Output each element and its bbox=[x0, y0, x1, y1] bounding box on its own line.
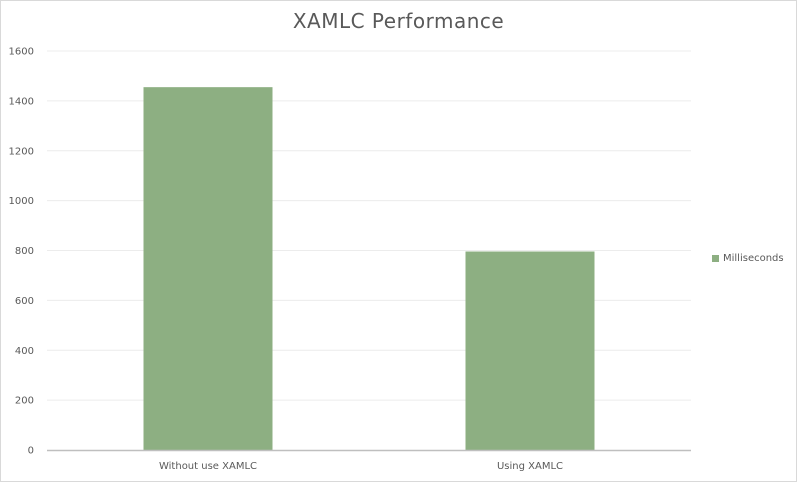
y-tick-label: 1200 bbox=[9, 146, 34, 157]
y-tick-label: 200 bbox=[15, 396, 34, 407]
y-tick-label: 1600 bbox=[9, 47, 34, 58]
legend-swatch bbox=[712, 255, 719, 262]
bar bbox=[143, 87, 273, 451]
y-tick-label: 1400 bbox=[9, 96, 34, 107]
y-tick-label: 0 bbox=[28, 446, 34, 457]
y-tick-label: 400 bbox=[15, 346, 34, 357]
legend-label: Milliseconds bbox=[723, 253, 784, 264]
y-tick-label: 600 bbox=[15, 296, 34, 307]
legend: Milliseconds bbox=[712, 253, 784, 264]
x-tick-label: Using XAMLC bbox=[497, 461, 563, 472]
y-tick-label: 1000 bbox=[9, 196, 34, 207]
y-tick-label: 800 bbox=[15, 246, 34, 257]
bar bbox=[465, 251, 595, 450]
chart-title: XAMLC Performance bbox=[292, 9, 505, 33]
x-tick-label: Without use XAMLC bbox=[159, 461, 257, 472]
